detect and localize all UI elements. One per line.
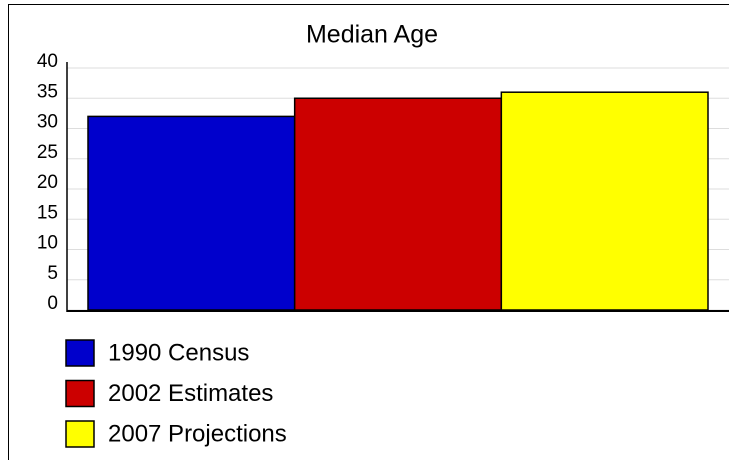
y-tick-label: 35 [37,81,58,102]
y-tick-label: 10 [37,233,58,254]
legend-swatch [65,420,95,448]
bar [500,91,709,311]
y-tick-label: 30 [37,112,58,133]
y-tick-label: 0 [47,293,58,314]
legend-swatch [65,339,95,367]
y-tick-label: 15 [37,202,58,223]
legend-label: 1990 Census [108,339,249,366]
legend-swatch [65,379,95,408]
y-tick-label: 40 [37,51,58,72]
bar [87,115,296,311]
legend-label: 2002 Estimates [108,380,273,407]
bar [293,97,503,311]
y-tick-label: 25 [37,142,58,163]
y-tick-label: 5 [47,263,58,284]
chart-title: Median Age [306,21,438,49]
legend-label: 2007 Projections [108,420,287,447]
y-tick-label: 20 [37,172,58,193]
